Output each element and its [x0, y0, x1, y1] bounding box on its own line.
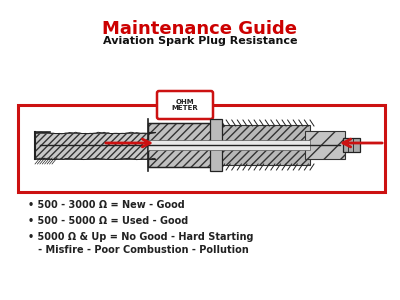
Bar — [305, 131, 345, 159]
Bar — [343, 138, 360, 152]
Bar — [210, 119, 222, 171]
Text: Maintenance Guide: Maintenance Guide — [102, 20, 298, 38]
Bar — [148, 140, 310, 150]
Text: Aviation Spark Plug Resistance: Aviation Spark Plug Resistance — [103, 36, 297, 46]
Text: • 5000 Ω & Up = No Good - Hard Starting: • 5000 Ω & Up = No Good - Hard Starting — [28, 232, 254, 242]
Text: • 500 - 3000 Ω = New - Good: • 500 - 3000 Ω = New - Good — [28, 200, 185, 210]
Bar — [18, 105, 385, 192]
Bar — [148, 123, 220, 167]
Bar — [35, 133, 155, 159]
Text: OHM
METER: OHM METER — [172, 98, 198, 112]
FancyBboxPatch shape — [157, 91, 213, 119]
Bar — [215, 125, 310, 165]
Text: - Misfire - Poor Combustion - Pollution: - Misfire - Poor Combustion - Pollution — [28, 245, 249, 255]
Text: • 500 - 5000 Ω = Used - Good: • 500 - 5000 Ω = Used - Good — [28, 216, 188, 226]
Bar — [148, 123, 220, 167]
